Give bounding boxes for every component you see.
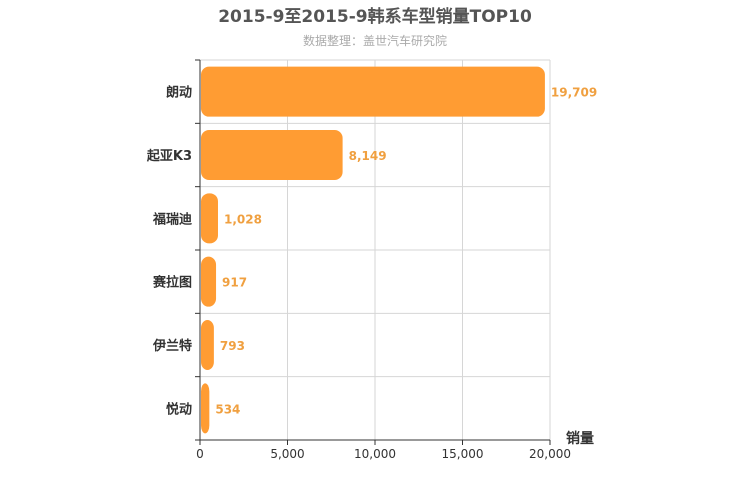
chart-title: 2015-9至2015-9韩系车型销量TOP10 <box>218 6 532 27</box>
category-label: 伊兰特 <box>152 338 192 354</box>
value-label: 8,149 <box>349 149 387 163</box>
chart-subtitle: 数据整理：盖世汽车研究院 <box>303 33 447 48</box>
category-label: 赛拉图 <box>152 275 192 291</box>
x-axis-title: 销量 <box>566 430 594 447</box>
category-label: 福瑞迪 <box>152 211 192 227</box>
x-tick-label: 5,000 <box>270 447 304 461</box>
x-tick-label: 20,000 <box>529 447 571 461</box>
category-label: 悦动 <box>166 401 192 417</box>
bar-5 <box>201 320 214 370</box>
bar-1 <box>201 66 545 117</box>
category-label: 朗动 <box>166 85 192 101</box>
x-tick-label: 15,000 <box>442 447 484 461</box>
bar-3 <box>201 193 218 244</box>
bars <box>201 66 545 434</box>
x-tick-label: 0 <box>196 447 204 461</box>
axes <box>195 59 551 445</box>
category-label: 起亚K3 <box>146 148 192 164</box>
value-label: 1,028 <box>224 212 262 226</box>
bar-6 <box>201 383 210 434</box>
x-tick-label: 10,000 <box>354 447 396 461</box>
value-label: 917 <box>222 276 247 290</box>
value-label: 793 <box>220 339 245 353</box>
value-label: 19,709 <box>551 86 597 100</box>
bar-2 <box>201 130 343 180</box>
value-label: 534 <box>215 402 240 416</box>
grid-lines <box>200 59 551 440</box>
labels: 朗动 19,709 起亚K3 8,149 福瑞迪 1,028 赛拉图 917 伊兰特 793 悦动 5… <box>146 85 597 461</box>
bar-4 <box>201 256 217 307</box>
